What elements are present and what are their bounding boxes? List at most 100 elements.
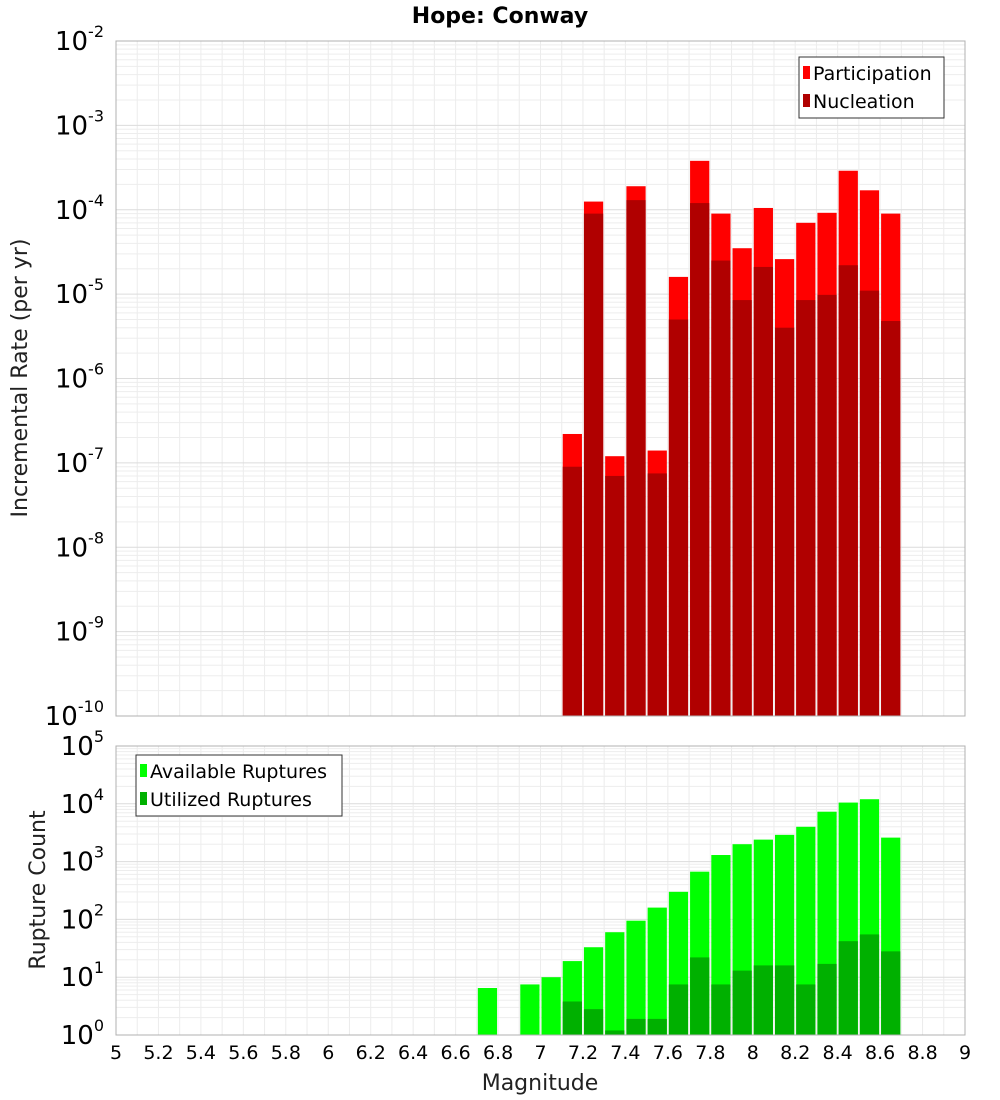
top-y-tick-base: 10 — [55, 449, 88, 479]
bottom-y-tick-exponent: 4 — [94, 785, 104, 804]
bottom-bar-utilized-ruptures — [605, 1030, 625, 1035]
top-plot-frame — [115, 40, 966, 717]
x-tick-label: 9 — [959, 1042, 971, 1064]
top-legend-swatch — [803, 94, 810, 107]
top-y-tick-label: 10-8 — [55, 528, 104, 563]
bottom-y-tick-exponent: 1 — [94, 958, 104, 977]
top-y-tick-base: 10 — [55, 365, 88, 395]
bottom-y-tick-label: 105 — [61, 727, 104, 762]
x-tick-label: 5.2 — [143, 1042, 173, 1064]
top-bar-nucleation — [753, 266, 773, 716]
bottom-bar-utilized-ruptures — [796, 984, 816, 1035]
bottom-y-tick-label: 101 — [61, 958, 104, 993]
bottom-bar-utilized-ruptures — [817, 963, 837, 1035]
top-y-tick-label: 10-3 — [55, 106, 104, 141]
bottom-legend-swatch — [140, 764, 147, 777]
x-tick-labels: 5 5.2 5.4 5.6 5.8 6 6.2 6.4 6.6 6.8 7 7.2 7.4 7.6 7.8 8… — [110, 1042, 971, 1064]
bottom-y-tick-exponent: 0 — [94, 1016, 104, 1035]
top-y-tick-exponent: -9 — [88, 613, 104, 632]
bottom-bar-utilized-ruptures — [626, 1018, 646, 1035]
top-y-tick-label: 10-10 — [45, 697, 104, 732]
bottom-bar-utilized-ruptures — [881, 951, 901, 1035]
bottom-legend-swatch — [140, 792, 147, 805]
top-y-tick-exponent: -10 — [78, 697, 104, 716]
x-tick-label: 6 — [322, 1042, 334, 1064]
top-y-tick-label: 10-7 — [55, 444, 104, 479]
x-tick-label: 5.6 — [228, 1042, 258, 1064]
x-tick-label: 7.8 — [695, 1042, 725, 1064]
x-tick-label: 6.4 — [398, 1042, 428, 1064]
x-axis-label: Magnitude — [482, 1071, 599, 1096]
top-y-tick-label: 10-2 — [55, 22, 104, 57]
bottom-legend-box — [135, 754, 343, 817]
bottom-bar-utilized-ruptures — [668, 984, 689, 1035]
top-legend-box — [798, 56, 945, 119]
top-legend-label: Participation — [813, 63, 932, 85]
bottom-y-tick-exponent: 2 — [94, 900, 104, 919]
top-bar-nucleation — [605, 475, 625, 716]
bottom-bar-utilized-ruptures — [732, 970, 752, 1035]
x-tick-label: 8.6 — [865, 1042, 895, 1064]
bottom-bar-utilized-ruptures — [774, 965, 795, 1035]
bottom-bar-utilized-ruptures — [753, 965, 773, 1035]
bottom-bar-utilized-ruptures — [859, 934, 880, 1035]
bottom-y-tick-base: 10 — [61, 963, 94, 993]
top-y-axis-label: Incremental Rate (per yr) — [8, 239, 33, 518]
top-grid — [115, 41, 966, 717]
x-tick-label: 6.2 — [356, 1042, 386, 1064]
x-tick-label: 7.6 — [653, 1042, 683, 1064]
top-bar-nucleation — [732, 300, 752, 716]
x-tick-label: 6.8 — [483, 1042, 513, 1064]
bottom-bar-utilized-ruptures — [838, 941, 858, 1035]
top-bar-nucleation — [626, 200, 646, 716]
bottom-bar-utilized-ruptures — [562, 1001, 582, 1035]
x-tick-label: 7.4 — [610, 1042, 640, 1064]
top-bars — [562, 160, 901, 717]
bottom-bar-utilized-ruptures — [690, 957, 710, 1035]
top-bar-nucleation — [796, 300, 816, 716]
bottom-bars — [477, 799, 901, 1035]
bottom-y-tick-base: 10 — [61, 790, 94, 820]
x-tick-label: 6.6 — [440, 1042, 470, 1064]
bottom-y-tick-base: 10 — [61, 732, 94, 762]
top-y-tick-base: 10 — [55, 111, 88, 141]
top-y-tick-exponent: -6 — [88, 360, 104, 379]
bottom-y-tick-exponent: 3 — [94, 843, 104, 862]
top-y-tick-base: 10 — [45, 702, 78, 732]
top-y-tick-exponent: -7 — [88, 444, 104, 463]
bottom-plot-frame — [115, 745, 966, 1036]
bottom-bar-utilized-ruptures — [711, 984, 731, 1035]
x-tick-label: 7 — [534, 1042, 546, 1064]
top-bar-nucleation — [817, 294, 837, 716]
top-y-tick-label: 10-5 — [55, 275, 104, 310]
bottom-y-tick-label: 103 — [61, 843, 104, 878]
top-bar-nucleation — [838, 265, 858, 716]
bottom-legend-label: Utilized Ruptures — [150, 789, 312, 811]
top-y-tick-label: 10-6 — [55, 360, 104, 395]
top-bar-nucleation — [881, 321, 901, 716]
bottom-bar-utilized-ruptures — [647, 1018, 667, 1035]
bottom-bar-utilized-ruptures — [583, 1009, 604, 1035]
bottom-legend-label: Available Ruptures — [150, 761, 327, 783]
bottom-y-tick-base: 10 — [61, 905, 94, 935]
bottom-y-axis-label: Rupture Count — [26, 810, 51, 970]
top-bar-nucleation — [647, 473, 667, 716]
x-tick-label: 8.8 — [907, 1042, 937, 1064]
top-bar-nucleation — [711, 260, 731, 716]
bottom-legend: Available Ruptures Utilized Ruptures — [135, 754, 343, 817]
bottom-bar-available-ruptures — [605, 932, 625, 1035]
top-y-tick-label: 10-9 — [55, 613, 104, 648]
top-legend: Participation Nucleation — [798, 56, 945, 119]
top-y-tick-exponent: -3 — [88, 106, 104, 125]
top-bar-nucleation — [690, 203, 710, 716]
top-bar-nucleation — [562, 466, 582, 716]
top-bar-nucleation — [774, 327, 795, 716]
top-y-tick-base: 10 — [55, 618, 88, 648]
top-legend-label: Nucleation — [813, 91, 915, 113]
bottom-bar-available-ruptures — [520, 984, 540, 1035]
x-tick-label: 5.4 — [186, 1042, 216, 1064]
x-tick-label: 8.2 — [780, 1042, 810, 1064]
